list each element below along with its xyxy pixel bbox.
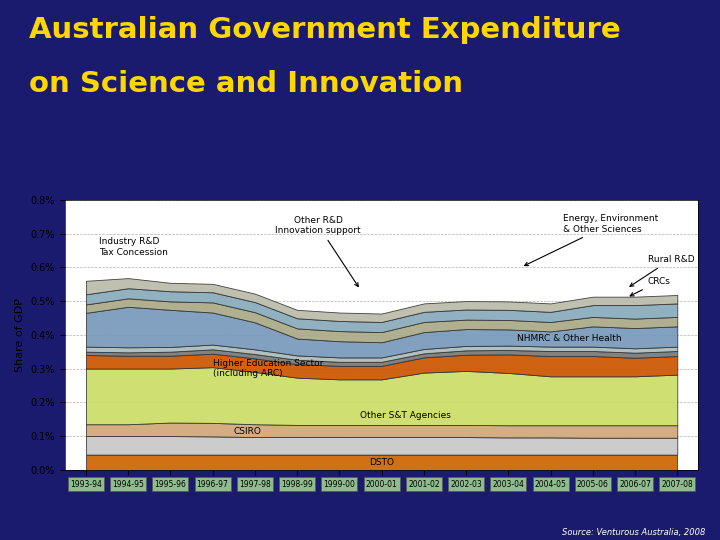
Text: NHMRC & Other Health: NHMRC & Other Health xyxy=(517,334,621,343)
Text: Higher Education Sector
(including ARC): Higher Education Sector (including ARC) xyxy=(212,359,323,378)
Text: Other S&T Agencies: Other S&T Agencies xyxy=(361,410,451,420)
Text: DSTO: DSTO xyxy=(369,458,394,467)
Text: Industry R&D
Tax Concession: Industry R&D Tax Concession xyxy=(99,238,168,256)
Text: CRCs: CRCs xyxy=(630,277,670,296)
Text: Energy, Environment
& Other Sciences: Energy, Environment & Other Sciences xyxy=(525,214,659,266)
Text: Rural R&D: Rural R&D xyxy=(630,255,694,286)
Text: Other R&D
Innovation support: Other R&D Innovation support xyxy=(276,216,361,287)
Text: on Science and Innovation: on Science and Innovation xyxy=(29,70,463,98)
Y-axis label: Share of GDP: Share of GDP xyxy=(15,298,25,372)
Text: Australian Government Expenditure: Australian Government Expenditure xyxy=(29,16,621,44)
Text: CSIRO: CSIRO xyxy=(234,428,261,436)
Text: Source: Venturous Australia, 2008: Source: Venturous Australia, 2008 xyxy=(562,528,706,537)
